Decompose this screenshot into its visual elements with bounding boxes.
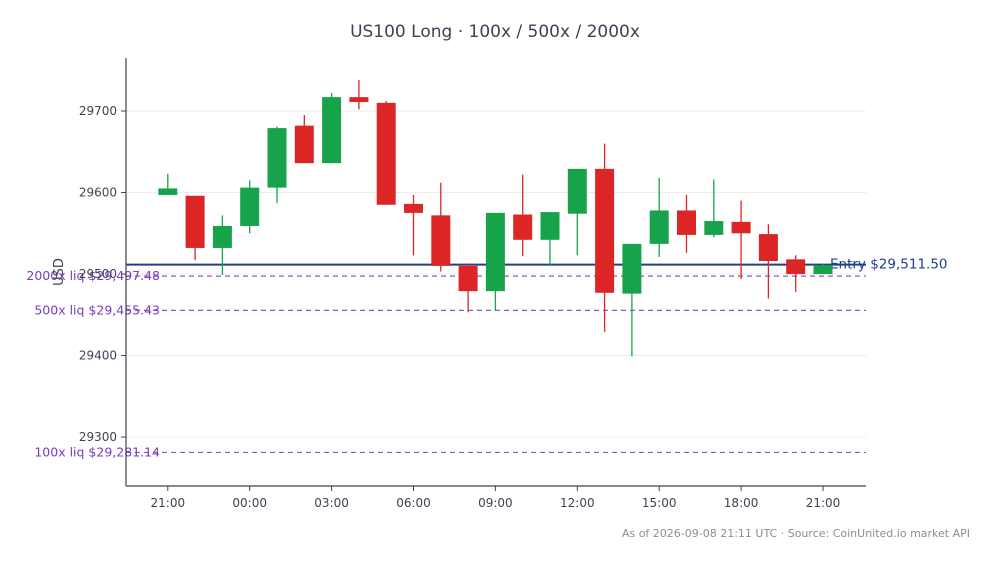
candle-up	[322, 93, 342, 164]
candle-body	[649, 210, 669, 244]
candle-body	[158, 188, 178, 195]
candle-down	[431, 182, 451, 272]
candles	[158, 80, 833, 357]
candle-down	[731, 200, 751, 279]
candle-body	[267, 128, 287, 188]
candle-up	[813, 263, 833, 275]
candle-body	[431, 215, 451, 266]
footer-source: As of 2026-09-08 21:11 UTC · Source: Coi…	[622, 527, 970, 540]
candle-up	[267, 126, 287, 204]
candle-body	[786, 259, 806, 275]
liquidation-label: 500x liq $29,455.43	[34, 302, 160, 317]
candle-body	[595, 168, 615, 293]
x-tick-label: 18:00	[724, 496, 759, 510]
candle-down	[677, 194, 696, 253]
candle-body	[622, 243, 642, 294]
x-tick-label: 09:00	[478, 496, 513, 510]
y-tick-label: 29600	[79, 186, 117, 200]
candle-body	[540, 212, 560, 240]
candle-down	[349, 80, 369, 110]
x-tick-label: 06:00	[396, 496, 431, 510]
candle-up	[212, 215, 232, 275]
candle-body	[513, 214, 533, 240]
candle-down	[458, 263, 478, 313]
candle-up	[622, 243, 642, 357]
axes: 29300 29400 29500 29600 29700 21:00 00:00 03:00…	[79, 58, 866, 510]
chart-title: US100 Long · 100x / 500x / 2000x	[350, 22, 640, 42]
candle-body	[758, 234, 778, 261]
candle-down	[185, 195, 205, 261]
x-tick-label: 15:00	[642, 496, 677, 510]
candle-body	[185, 195, 205, 248]
candle-body	[322, 97, 342, 164]
candle-up	[649, 177, 669, 257]
candle-body	[567, 168, 587, 214]
candle-body	[458, 265, 478, 292]
x-tick-label: 21:00	[151, 496, 186, 510]
candle-body	[240, 187, 260, 226]
candle-body	[704, 221, 724, 235]
candle-up	[158, 173, 178, 195]
candle-down	[786, 255, 806, 292]
candle-body	[212, 225, 232, 248]
candle-body	[813, 265, 833, 275]
candle-body	[376, 102, 396, 205]
candle-down	[376, 101, 396, 205]
y-tick-label: 29700	[79, 104, 117, 118]
liquidation-label: 100x liq $29,281.14	[34, 444, 160, 459]
candle-up	[540, 212, 560, 266]
y-tick-label: 29300	[79, 430, 117, 444]
candle-up	[485, 212, 505, 311]
x-tick-label: 21:00	[806, 496, 841, 510]
y-axis-label: USD	[52, 258, 67, 286]
y-tick-label: 29500	[79, 267, 117, 281]
candle-up	[704, 179, 724, 238]
candle-down	[758, 224, 778, 299]
candle-down	[404, 194, 423, 256]
candle-body	[404, 203, 423, 213]
candle-body	[731, 221, 751, 234]
x-tick-label: 00:00	[232, 496, 267, 510]
candle-body	[677, 210, 696, 235]
candle-down	[513, 174, 533, 257]
x-tick-label: 12:00	[560, 496, 595, 510]
candle-up	[567, 168, 587, 256]
liquidation-label: 2000x liq $29,497.48	[26, 268, 160, 283]
entry-label: Entry $29,511.50	[830, 257, 948, 273]
x-tick-label: 03:00	[314, 496, 349, 510]
y-tick-label: 29400	[79, 349, 117, 363]
candle-up	[240, 180, 260, 234]
candle-body	[485, 212, 505, 292]
candle-body	[294, 125, 314, 164]
candle-down	[294, 115, 314, 164]
candle-down	[595, 143, 615, 332]
candle-body	[349, 97, 369, 103]
